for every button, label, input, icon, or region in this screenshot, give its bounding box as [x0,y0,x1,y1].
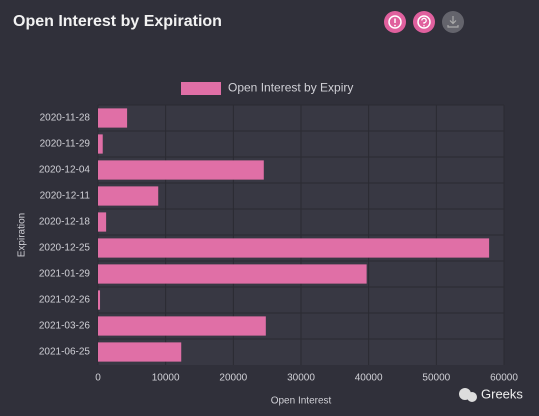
x-tick-label: 10000 [152,373,180,384]
bar [98,108,128,128]
legend-label: Open Interest by Expiry [228,81,353,95]
watermark: Greeks [459,386,523,402]
bar [98,316,266,336]
y-tick-label: 2021-01-29 [39,269,91,280]
y-tick-label: 2021-06-25 [39,347,91,358]
y-tick-label: 2020-12-18 [39,217,91,228]
bar [98,342,182,362]
watermark-text: Greeks [481,386,523,401]
x-tick-label: 50000 [422,373,450,384]
y-tick-label: 2020-12-11 [40,191,91,202]
bar [98,264,367,284]
bar [98,212,107,232]
bar [98,160,264,180]
bar [98,290,101,310]
x-tick-label: 0 [95,373,101,384]
legend-swatch [181,82,221,95]
download-button[interactable] [442,11,464,33]
chart-title: Open Interest by Expiration [13,13,222,30]
bar [98,134,103,154]
y-tick-label: 2021-02-26 [39,295,91,306]
y-axis-label: Expiration [17,213,28,257]
y-tick-label: 2020-12-04 [39,165,91,176]
info-button[interactable] [384,11,406,33]
y-tick-label: 2020-12-25 [39,243,91,254]
x-tick-label: 40000 [355,373,383,384]
bar [98,186,159,206]
x-tick-label: 60000 [490,373,518,384]
y-tick-label: 2020-11-28 [40,113,91,124]
bar [98,238,490,258]
y-tick-label: 2020-11-29 [40,139,91,150]
x-axis-label: Open Interest [271,396,332,407]
help-button[interactable] [413,11,435,33]
y-tick-label: 2021-03-26 [39,321,91,332]
x-tick-label: 30000 [287,373,315,384]
x-tick-label: 20000 [219,373,247,384]
